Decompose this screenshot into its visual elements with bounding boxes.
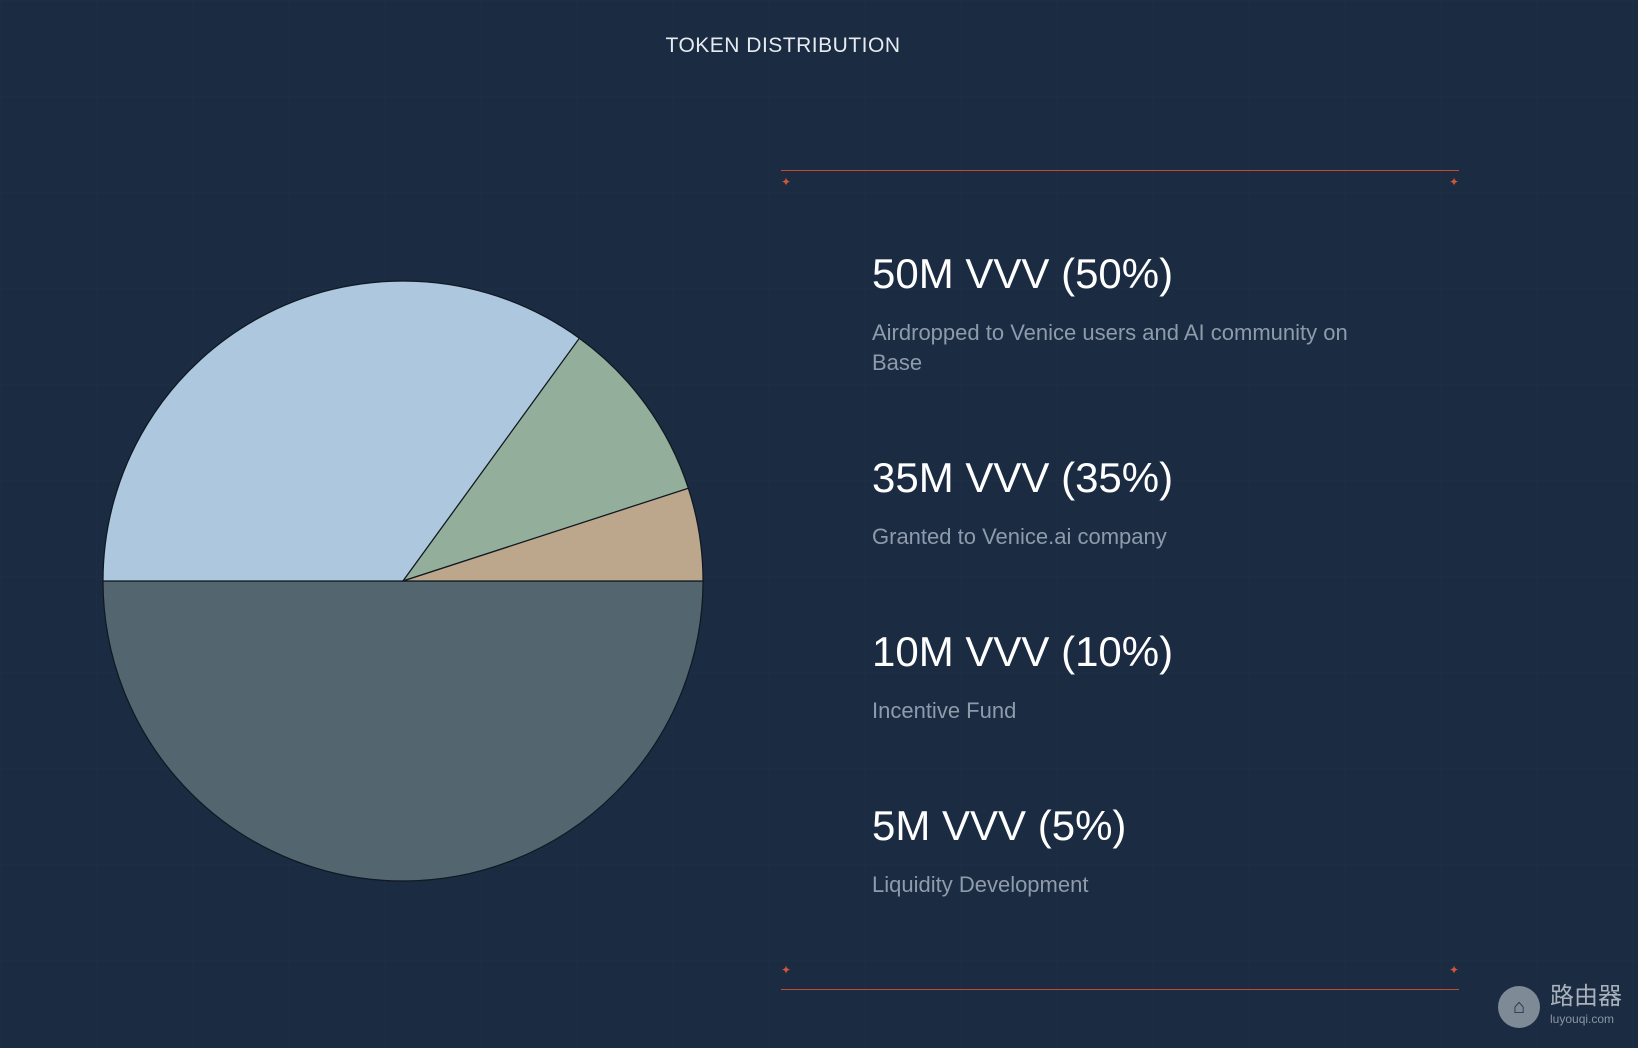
- pie-slice-1: [102, 280, 581, 582]
- legend-item-company: 35M VVV (35%) Granted to Venice.ai compa…: [872, 454, 1392, 552]
- watermark-subtitle: luyouqi.com: [1550, 1012, 1615, 1026]
- corner-mark-icon: ✦: [1448, 175, 1459, 189]
- corner-mark-icon: ✦: [1448, 963, 1459, 977]
- pie-slice-3: [402, 487, 704, 582]
- router-icon: ⌂: [1498, 986, 1540, 1028]
- watermark: ⌂ 路由器 luyouqi.com: [1498, 984, 1628, 1030]
- legend-description: Liquidity Development: [872, 872, 1089, 897]
- legend-description: Granted to Venice.ai company: [872, 524, 1167, 549]
- chart-title: TOKEN DISTRIBUTION: [665, 34, 901, 57]
- corner-mark-icon: ✦: [781, 175, 792, 189]
- legend-description: Incentive Fund: [872, 698, 1017, 723]
- legend-amount: 50M VVV (50%): [872, 250, 1174, 297]
- legend-item-airdrop: 50M VVV (50%) Airdropped to Venice users…: [872, 250, 1392, 378]
- watermark-title: 路由器: [1550, 983, 1622, 1010]
- legend-panel: ✦ ✦ ✦ ✦ 50M VVV (50%) Airdropped to Veni…: [781, 170, 1459, 990]
- legend-item-liquidity: 5M VVV (5%) Liquidity Development: [872, 802, 1392, 900]
- legend-amount: 35M VVV (35%): [872, 454, 1174, 501]
- panel-top-rule: [781, 170, 1459, 171]
- legend-amount: 5M VVV (5%): [872, 802, 1127, 849]
- corner-mark-icon: ✦: [781, 963, 792, 977]
- panel-bottom-rule: [781, 989, 1459, 990]
- pie-slice-0: [102, 580, 704, 882]
- legend-amount: 10M VVV (10%): [872, 628, 1174, 675]
- pie-chart: [102, 280, 704, 882]
- pie-slice-2: [401, 337, 690, 583]
- legend-description: Airdropped to Venice users and AI commun…: [872, 320, 1348, 375]
- legend-item-incentive: 10M VVV (10%) Incentive Fund: [872, 628, 1392, 726]
